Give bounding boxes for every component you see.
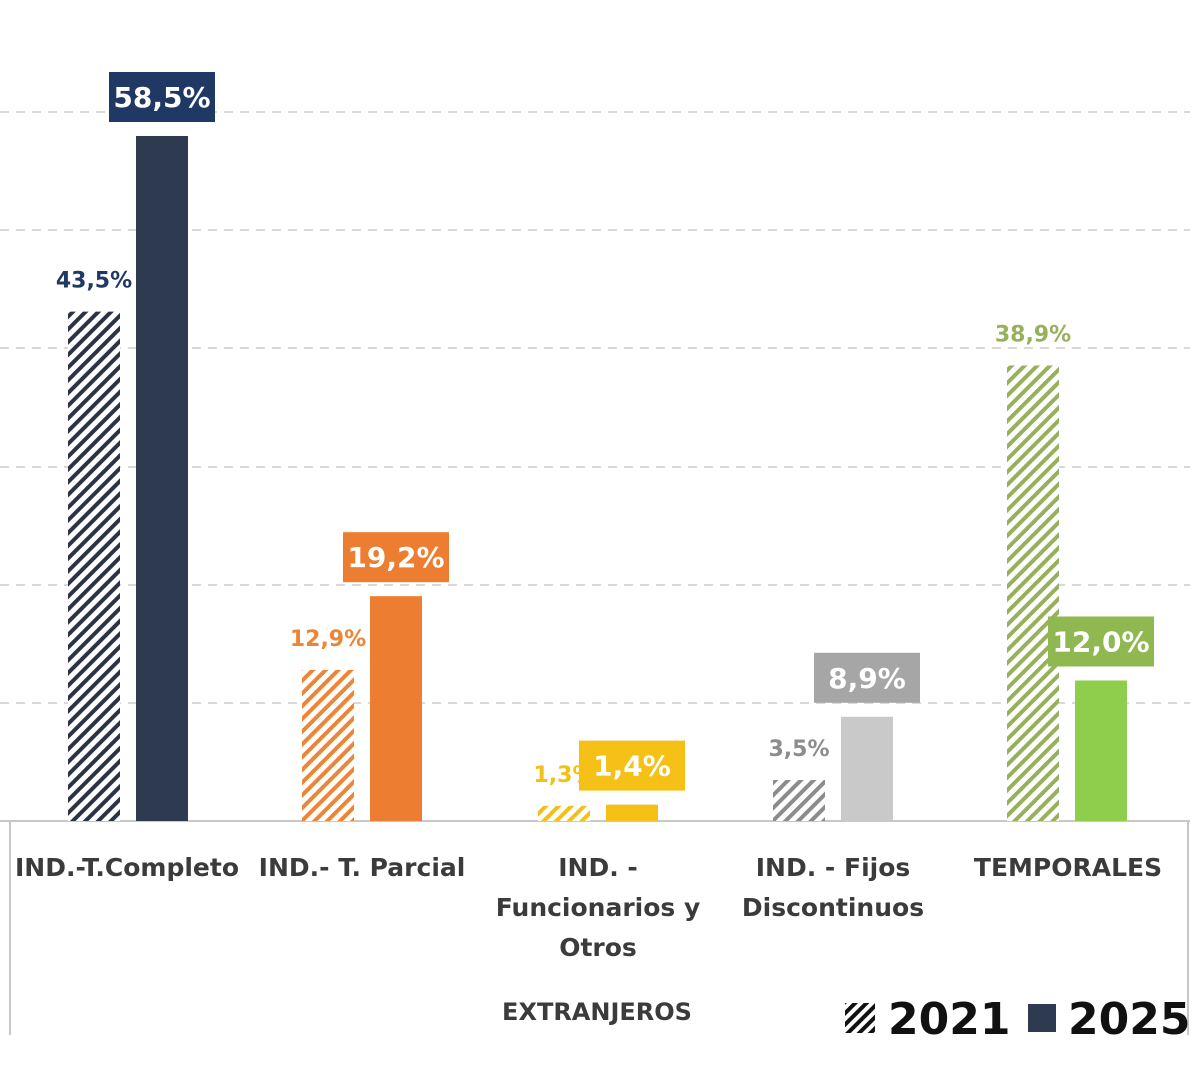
- bar-2025-3: [841, 716, 893, 821]
- data-label-2025-2: 1,4%: [593, 750, 671, 783]
- bar-2021-1: [302, 669, 354, 821]
- data-label-box-2025-0: [109, 71, 215, 122]
- bar-2021-0: [68, 311, 120, 821]
- legend-label-2025: 2025: [1068, 994, 1190, 1045]
- category-label-2: Otros: [559, 933, 637, 962]
- category-label-4: TEMPORALES: [974, 853, 1162, 882]
- bar-2025-2: [606, 804, 658, 821]
- data-label-2025-1: 19,2%: [347, 541, 444, 574]
- data-label-box-2025-3: [814, 652, 920, 703]
- category-label-0: IND.-T.Completo: [15, 853, 239, 882]
- legend-swatch-2025: [1028, 1004, 1056, 1032]
- category-label-3: IND. - Fijos: [756, 853, 911, 882]
- data-label-2025-0: 58,5%: [113, 81, 210, 114]
- data-label-2021-0: 43,5%: [56, 269, 132, 294]
- data-label-box-2025-1: [343, 532, 449, 583]
- data-label-2025-3: 8,9%: [828, 662, 906, 695]
- data-label-2021-4: 38,9%: [995, 322, 1071, 347]
- legend-swatch-2021: [845, 1003, 875, 1033]
- bar-2021-4: [1007, 365, 1059, 821]
- category-label-1: IND.- T. Parcial: [259, 853, 466, 882]
- data-label-2021-3: 3,5%: [768, 737, 829, 762]
- data-label-2025-4: 12,0%: [1052, 625, 1149, 658]
- bars: [68, 135, 1127, 821]
- bar-2025-0: [136, 135, 188, 821]
- category-label-3: Discontinuos: [742, 893, 924, 922]
- group-label: EXTRANJEROS: [502, 998, 692, 1026]
- bar-2021-3: [773, 780, 825, 821]
- category-labels: IND.-T.Completo IND.- T. Parcial IND. - Fun…: [15, 853, 1162, 962]
- bar-2025-4: [1075, 680, 1127, 821]
- data-label-box-2025-2: [579, 740, 685, 791]
- category-separators: [9, 821, 1189, 1035]
- bar-2021-2: [538, 805, 590, 821]
- data-label-2021-1: 12,9%: [290, 627, 366, 652]
- data-label-box-2025-4: [1048, 616, 1154, 667]
- legend: 2021 2025: [845, 994, 1190, 1045]
- data-labels: 43,5%58,5%12,9%19,2%1,3%1,4%3,5%8,9%38,9…: [56, 71, 1154, 791]
- category-label-2: Funcionarios y: [496, 893, 701, 922]
- bar-2025-1: [370, 596, 422, 821]
- category-label-2: IND. -: [558, 853, 638, 882]
- legend-label-2021: 2021: [888, 994, 1010, 1045]
